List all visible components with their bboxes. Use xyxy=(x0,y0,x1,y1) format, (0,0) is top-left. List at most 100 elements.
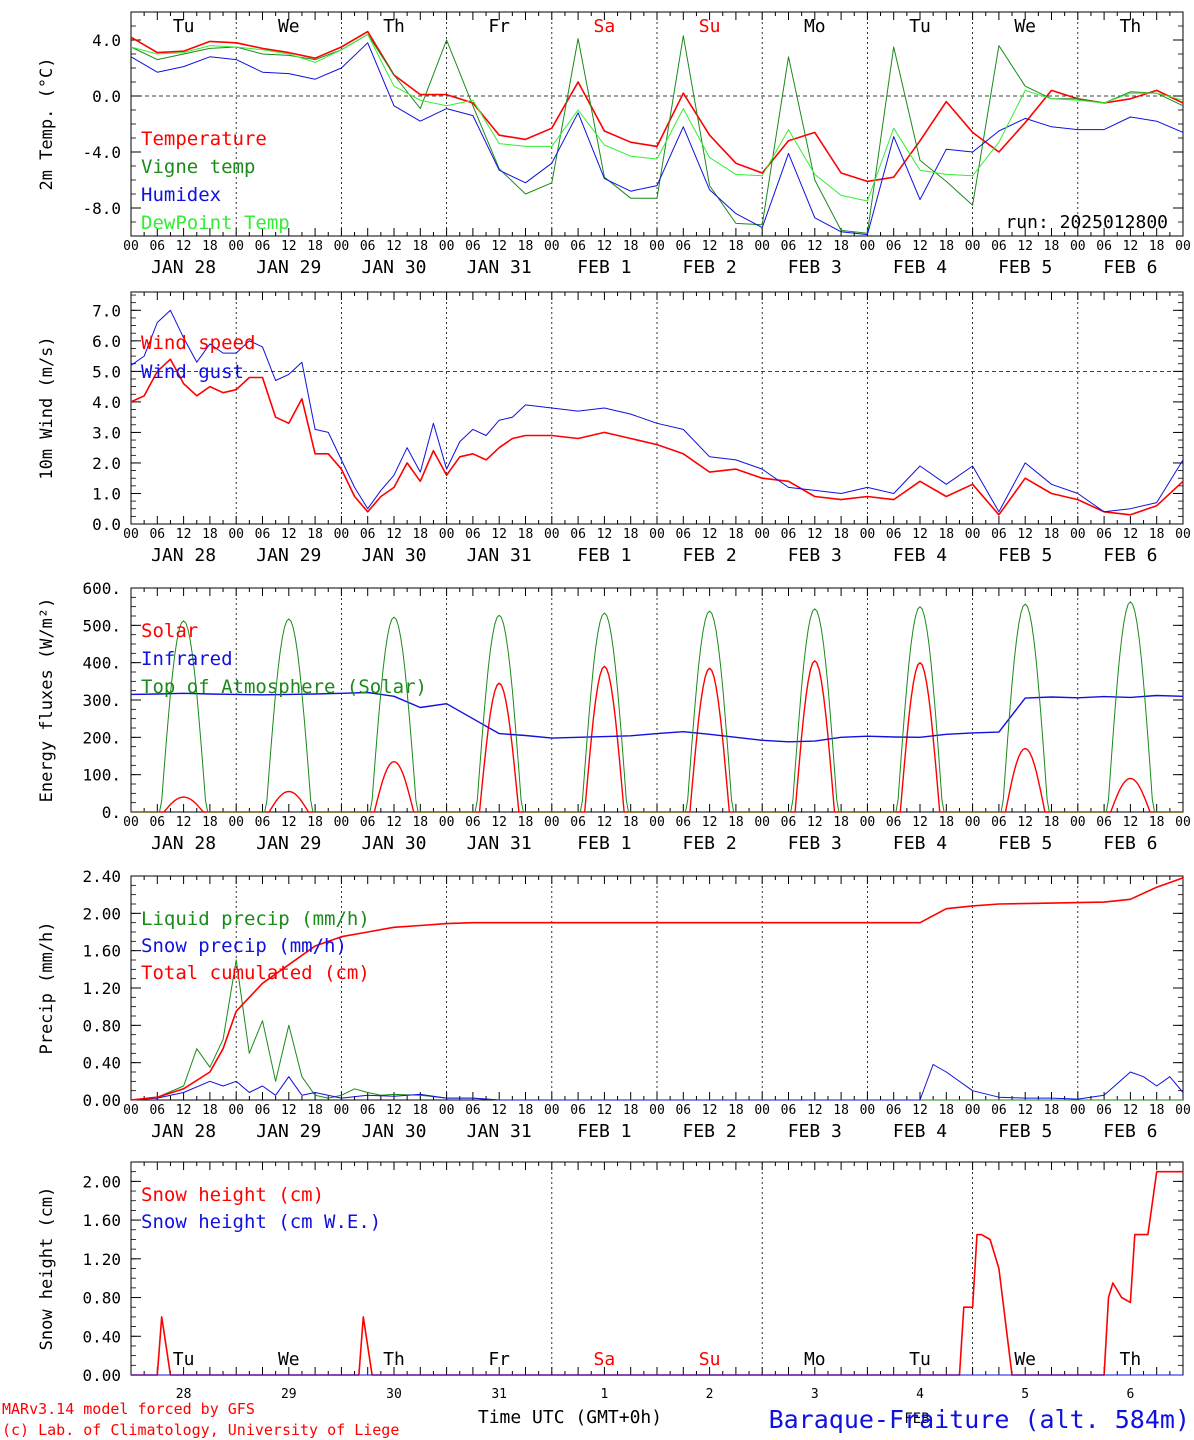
hour-label: 06 xyxy=(886,239,902,254)
hour-label: 18 xyxy=(518,239,534,254)
hour-label: 06 xyxy=(886,1103,902,1118)
weekday-label: Tu xyxy=(173,16,195,37)
hour-label: 18 xyxy=(307,815,323,830)
date-label: FEB 3 xyxy=(788,257,842,278)
hour-label: 18 xyxy=(623,1103,639,1118)
y-axis-title: 10m Wind (m/s) xyxy=(37,336,57,479)
hour-label: 06 xyxy=(781,527,797,542)
station-title: Baraque-Fraiture (alt. 584m) xyxy=(769,1405,1190,1434)
hour-label: 18 xyxy=(412,1103,428,1118)
hour-label: 12 xyxy=(491,1103,507,1118)
y-axis-title: Snow height (cm) xyxy=(37,1187,57,1351)
weekday-label: Su xyxy=(699,1349,721,1370)
hour-label: 18 xyxy=(623,239,639,254)
hour-label: 00 xyxy=(1070,239,1086,254)
hour-label: 00 xyxy=(439,527,455,542)
hour-label: 00 xyxy=(649,815,665,830)
hour-label: 06 xyxy=(781,239,797,254)
hour-label: 06 xyxy=(149,239,165,254)
hour-label: 12 xyxy=(597,527,613,542)
date-label: JAN 28 xyxy=(151,1121,216,1142)
run-label: run: 2025012800 xyxy=(1005,212,1168,233)
date-label: FEB 2 xyxy=(683,833,737,854)
day-number: 30 xyxy=(386,1387,402,1402)
date-label: JAN 31 xyxy=(467,257,532,278)
weekday-label: Mo xyxy=(804,16,826,37)
hour-label: 00 xyxy=(334,527,350,542)
weekday-label: We xyxy=(1014,16,1036,37)
y-tick-label: 600. xyxy=(82,579,121,598)
date-label: FEB 5 xyxy=(998,1121,1052,1142)
y-tick-label: 0.80 xyxy=(82,1016,121,1035)
hour-label: 18 xyxy=(938,815,954,830)
legend-entry: DewPoint Temp xyxy=(141,212,290,234)
series-line xyxy=(131,1170,1183,1376)
hour-label: 18 xyxy=(307,527,323,542)
hour-label: 12 xyxy=(1123,527,1139,542)
series-line xyxy=(130,309,1184,513)
y-tick-label: 0.00 xyxy=(82,1366,121,1385)
hour-label: 12 xyxy=(702,1103,718,1118)
hour-label: 18 xyxy=(938,1103,954,1118)
y-tick-label: 0.40 xyxy=(82,1327,121,1346)
hour-label: 12 xyxy=(1017,527,1033,542)
hour-label: 18 xyxy=(1044,815,1060,830)
hour-label: 12 xyxy=(386,527,402,542)
day-number: 28 xyxy=(176,1387,192,1402)
hour-label: 06 xyxy=(991,1103,1007,1118)
day-number: 3 xyxy=(811,1387,819,1402)
hour-label: 00 xyxy=(965,1103,981,1118)
weekday-label: Fr xyxy=(488,16,510,37)
hour-label: 12 xyxy=(386,1103,402,1118)
legend-entry: Top of Atmosphere (Solar) xyxy=(141,676,427,698)
hour-label: 06 xyxy=(781,1103,797,1118)
date-label: FEB 6 xyxy=(1103,257,1157,278)
hour-label: 06 xyxy=(991,815,1007,830)
legend-entry: Wind speed xyxy=(141,332,255,354)
y-tick-label: 4.0 xyxy=(92,31,121,50)
date-label: JAN 28 xyxy=(151,257,216,278)
y-tick-label: 300. xyxy=(82,691,121,710)
y-tick-label: 200. xyxy=(82,728,121,747)
hour-label: 00 xyxy=(649,527,665,542)
date-label: JAN 28 xyxy=(151,833,216,854)
hour-label: 12 xyxy=(1017,1103,1033,1118)
date-label: FEB 4 xyxy=(893,257,947,278)
hour-label: 06 xyxy=(465,815,481,830)
hour-label: 06 xyxy=(1096,527,1112,542)
y-tick-label: -4.0 xyxy=(82,143,121,162)
y-tick-label: 0.00 xyxy=(82,1091,121,1110)
hour-label: 12 xyxy=(597,815,613,830)
hour-label: 00 xyxy=(544,815,560,830)
hour-label: 18 xyxy=(518,815,534,830)
hour-label: 00 xyxy=(123,239,139,254)
hour-label: 18 xyxy=(1149,527,1165,542)
hour-label: 00 xyxy=(754,527,770,542)
hour-label: 12 xyxy=(386,815,402,830)
hour-label: 18 xyxy=(728,239,744,254)
date-label: JAN 30 xyxy=(361,1121,426,1142)
hour-label: 00 xyxy=(544,239,560,254)
hour-label: 12 xyxy=(281,1103,297,1118)
hour-label: 12 xyxy=(807,815,823,830)
hour-label: 00 xyxy=(1175,239,1191,254)
y-tick-label: -8.0 xyxy=(82,199,121,218)
hour-label: 12 xyxy=(281,527,297,542)
hour-label: 00 xyxy=(334,815,350,830)
weekday-label: Su xyxy=(699,16,721,37)
hour-label: 12 xyxy=(912,815,928,830)
y-tick-label: 0.80 xyxy=(82,1289,121,1308)
y-tick-label: 4.0 xyxy=(92,393,121,412)
y-tick-label: 500. xyxy=(82,616,121,635)
hour-label: 12 xyxy=(912,527,928,542)
date-label: FEB 5 xyxy=(998,257,1052,278)
weekday-label: We xyxy=(278,16,300,37)
legend-entry: Snow precip (mm/h) xyxy=(141,935,347,957)
hour-label: 00 xyxy=(1175,815,1191,830)
date-label: FEB 6 xyxy=(1103,545,1157,566)
hour-label: 18 xyxy=(307,1103,323,1118)
y-tick-label: 5.0 xyxy=(92,362,121,381)
series-line xyxy=(130,33,1184,234)
hour-label: 18 xyxy=(202,527,218,542)
series-line xyxy=(130,877,1184,1101)
